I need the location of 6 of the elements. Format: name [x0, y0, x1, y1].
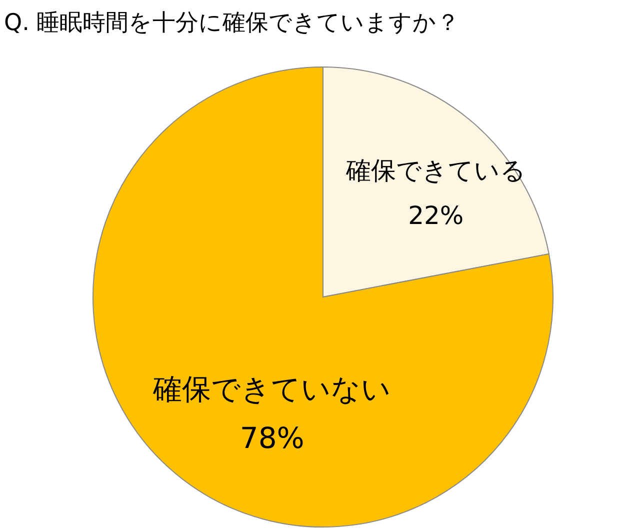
data-label: 22% — [408, 201, 464, 230]
pie-slice — [92, 66, 554, 528]
slice-label: 確保できている — [344, 156, 526, 186]
slice-label: 確保できていない — [152, 372, 392, 406]
data-label: 78% — [240, 420, 304, 455]
chart-title: Q. 睡眠時間を十分に確保できていますか？ — [4, 10, 460, 36]
